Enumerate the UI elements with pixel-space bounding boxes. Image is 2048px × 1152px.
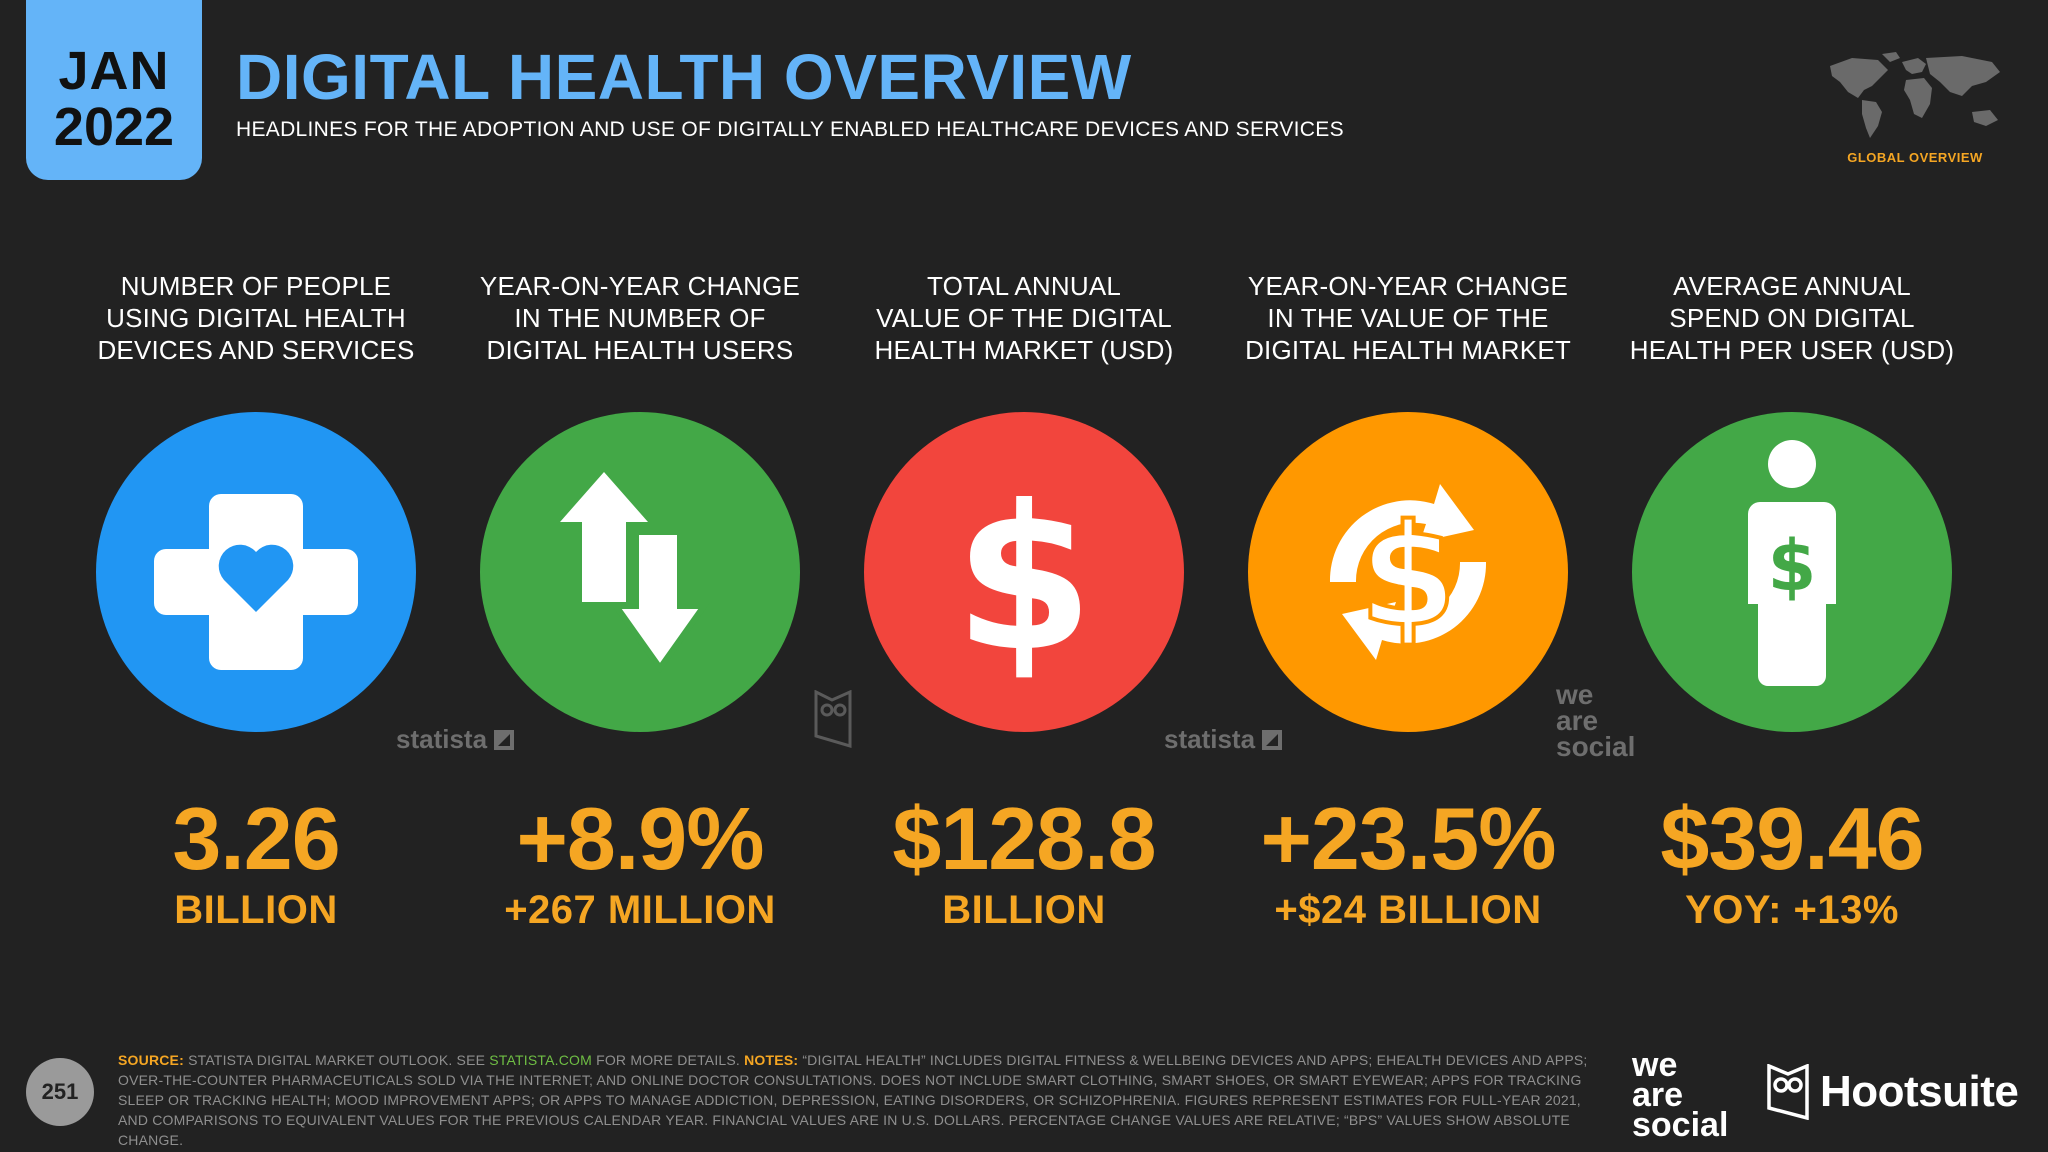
metric-market-change: YEAR-ON-YEAR CHANGE IN THE VALUE OF THE … <box>1238 270 1578 932</box>
statista-watermark-text: statista <box>396 724 488 754</box>
metric-value: +8.9% <box>516 789 765 888</box>
metric-label-line: SPEND ON DIGITAL <box>1669 303 1915 333</box>
metric-people-using: NUMBER OF PEOPLE USING DIGITAL HEALTH DE… <box>86 270 426 932</box>
page-title: DIGITAL HEALTH OVERVIEW <box>236 41 1132 113</box>
date-month: JAN <box>58 41 170 101</box>
metric-users-change: YEAR-ON-YEAR CHANGE IN THE NUMBER OF DIG… <box>470 270 810 932</box>
metric-label-line: YEAR-ON-YEAR CHANGE <box>479 271 801 301</box>
metric-label-line: DIGITAL HEALTH MARKET <box>1245 335 1571 365</box>
brand-line: are <box>1632 1076 1684 1114</box>
metric-subvalue: BILLION <box>174 888 338 932</box>
statista-watermark: statista <box>1164 724 1283 755</box>
metric-value: 3.26 <box>172 789 340 888</box>
brand-line: we <box>1632 1046 1678 1084</box>
hootsuite-wordmark: Hootsuite <box>1820 1067 2019 1116</box>
world-map-icon <box>1830 52 2000 138</box>
metric-value: $39.46 <box>1660 789 1924 888</box>
notes-text: “DIGITAL HEALTH” INCLUDES DIGITAL FITNES… <box>118 1052 1588 1148</box>
page-number: 251 <box>26 1058 94 1126</box>
metric-label: TOTAL ANNUAL VALUE OF THE DIGITAL HEALTH… <box>854 270 1194 380</box>
we-are-social-watermark: we are social <box>1556 679 1636 762</box>
owl-watermark-icon <box>814 690 852 748</box>
watermark-line: are <box>1556 705 1599 736</box>
source-tail: FOR MORE DETAILS. <box>596 1052 741 1068</box>
metric-label: YEAR-ON-YEAR CHANGE IN THE NUMBER OF DIG… <box>470 270 810 380</box>
page-subtitle: HEADLINES FOR THE ADOPTION AND USE OF DI… <box>236 118 1344 141</box>
metric-label-line: USING DIGITAL HEALTH <box>106 303 406 333</box>
metric-label: AVERAGE ANNUAL SPEND ON DIGITAL HEALTH P… <box>1622 270 1962 380</box>
footer-notes: SOURCE: STATISTA DIGITAL MARKET OUTLOOK.… <box>118 1050 1588 1150</box>
metric-label-line: HEALTH MARKET (USD) <box>874 335 1174 365</box>
metric-value: $128.8 <box>892 789 1156 888</box>
medical-cross-heart-icon <box>96 412 416 732</box>
source-label: SOURCE: <box>118 1052 184 1068</box>
metric-subvalue: +$24 BILLION <box>1274 888 1542 932</box>
metric-subvalue: +267 MILLION <box>504 888 776 932</box>
svg-text:$: $ <box>1359 495 1456 658</box>
statista-watermark-text: statista <box>1164 724 1256 754</box>
metric-label-line: NUMBER OF PEOPLE <box>120 271 392 301</box>
svg-text:$: $ <box>954 463 1093 696</box>
metric-label-line: AVERAGE ANNUAL <box>1673 271 1911 301</box>
metric-subvalue: YOY: +13% <box>1685 888 1899 932</box>
date-year: 2022 <box>53 97 175 157</box>
metric-value: +23.5% <box>1260 789 1557 888</box>
metric-subvalue: BILLION <box>942 888 1106 932</box>
metric-label-line: VALUE OF THE DIGITAL <box>876 303 1172 333</box>
date-badge: JAN 2022 <box>26 0 202 180</box>
map-caption: GLOBAL OVERVIEW <box>1847 150 1983 165</box>
we-are-social-logo: we are social <box>1632 1046 1729 1144</box>
dollar-sign-icon: $ <box>864 412 1184 732</box>
metric-label-line: IN THE NUMBER OF <box>514 303 766 333</box>
metric-label-line: TOTAL ANNUAL <box>926 271 1122 301</box>
metric-label-line: YEAR-ON-YEAR CHANGE <box>1247 271 1569 301</box>
hootsuite-logo: Hootsuite <box>1766 1062 2019 1122</box>
metric-market-value: TOTAL ANNUAL VALUE OF THE DIGITAL HEALTH… <box>854 270 1194 932</box>
metric-label: NUMBER OF PEOPLE USING DIGITAL HEALTH DE… <box>86 270 426 380</box>
metric-label-line: IN THE VALUE OF THE <box>1267 303 1549 333</box>
metric-spend-per-user: AVERAGE ANNUAL SPEND ON DIGITAL HEALTH P… <box>1622 270 1962 932</box>
source-link[interactable]: STATISTA.COM <box>489 1052 592 1068</box>
hootsuite-owl-icon <box>1767 1064 1809 1120</box>
source-text: STATISTA DIGITAL MARKET OUTLOOK. SEE <box>188 1052 486 1068</box>
metric-label: YEAR-ON-YEAR CHANGE IN THE VALUE OF THE … <box>1238 270 1578 380</box>
statista-watermark: statista <box>396 724 515 755</box>
person-dollar-icon: $ <box>1632 412 1952 732</box>
brand-line: social <box>1632 1106 1729 1144</box>
up-down-arrows-icon <box>480 412 800 732</box>
statista-logo-icon <box>1262 730 1283 750</box>
notes-label: NOTES: <box>744 1052 799 1068</box>
svg-text:$: $ <box>1768 525 1817 607</box>
statista-logo-icon <box>494 730 515 750</box>
metric-label-line: DEVICES AND SERVICES <box>97 335 415 365</box>
dollar-cycle-icon: $ <box>1248 412 1568 732</box>
watermark-line: social <box>1556 731 1636 762</box>
metric-label-line: DIGITAL HEALTH USERS <box>486 335 794 365</box>
metric-label-line: HEALTH PER USER (USD) <box>1629 335 1955 365</box>
watermark-line: we <box>1556 679 1594 710</box>
